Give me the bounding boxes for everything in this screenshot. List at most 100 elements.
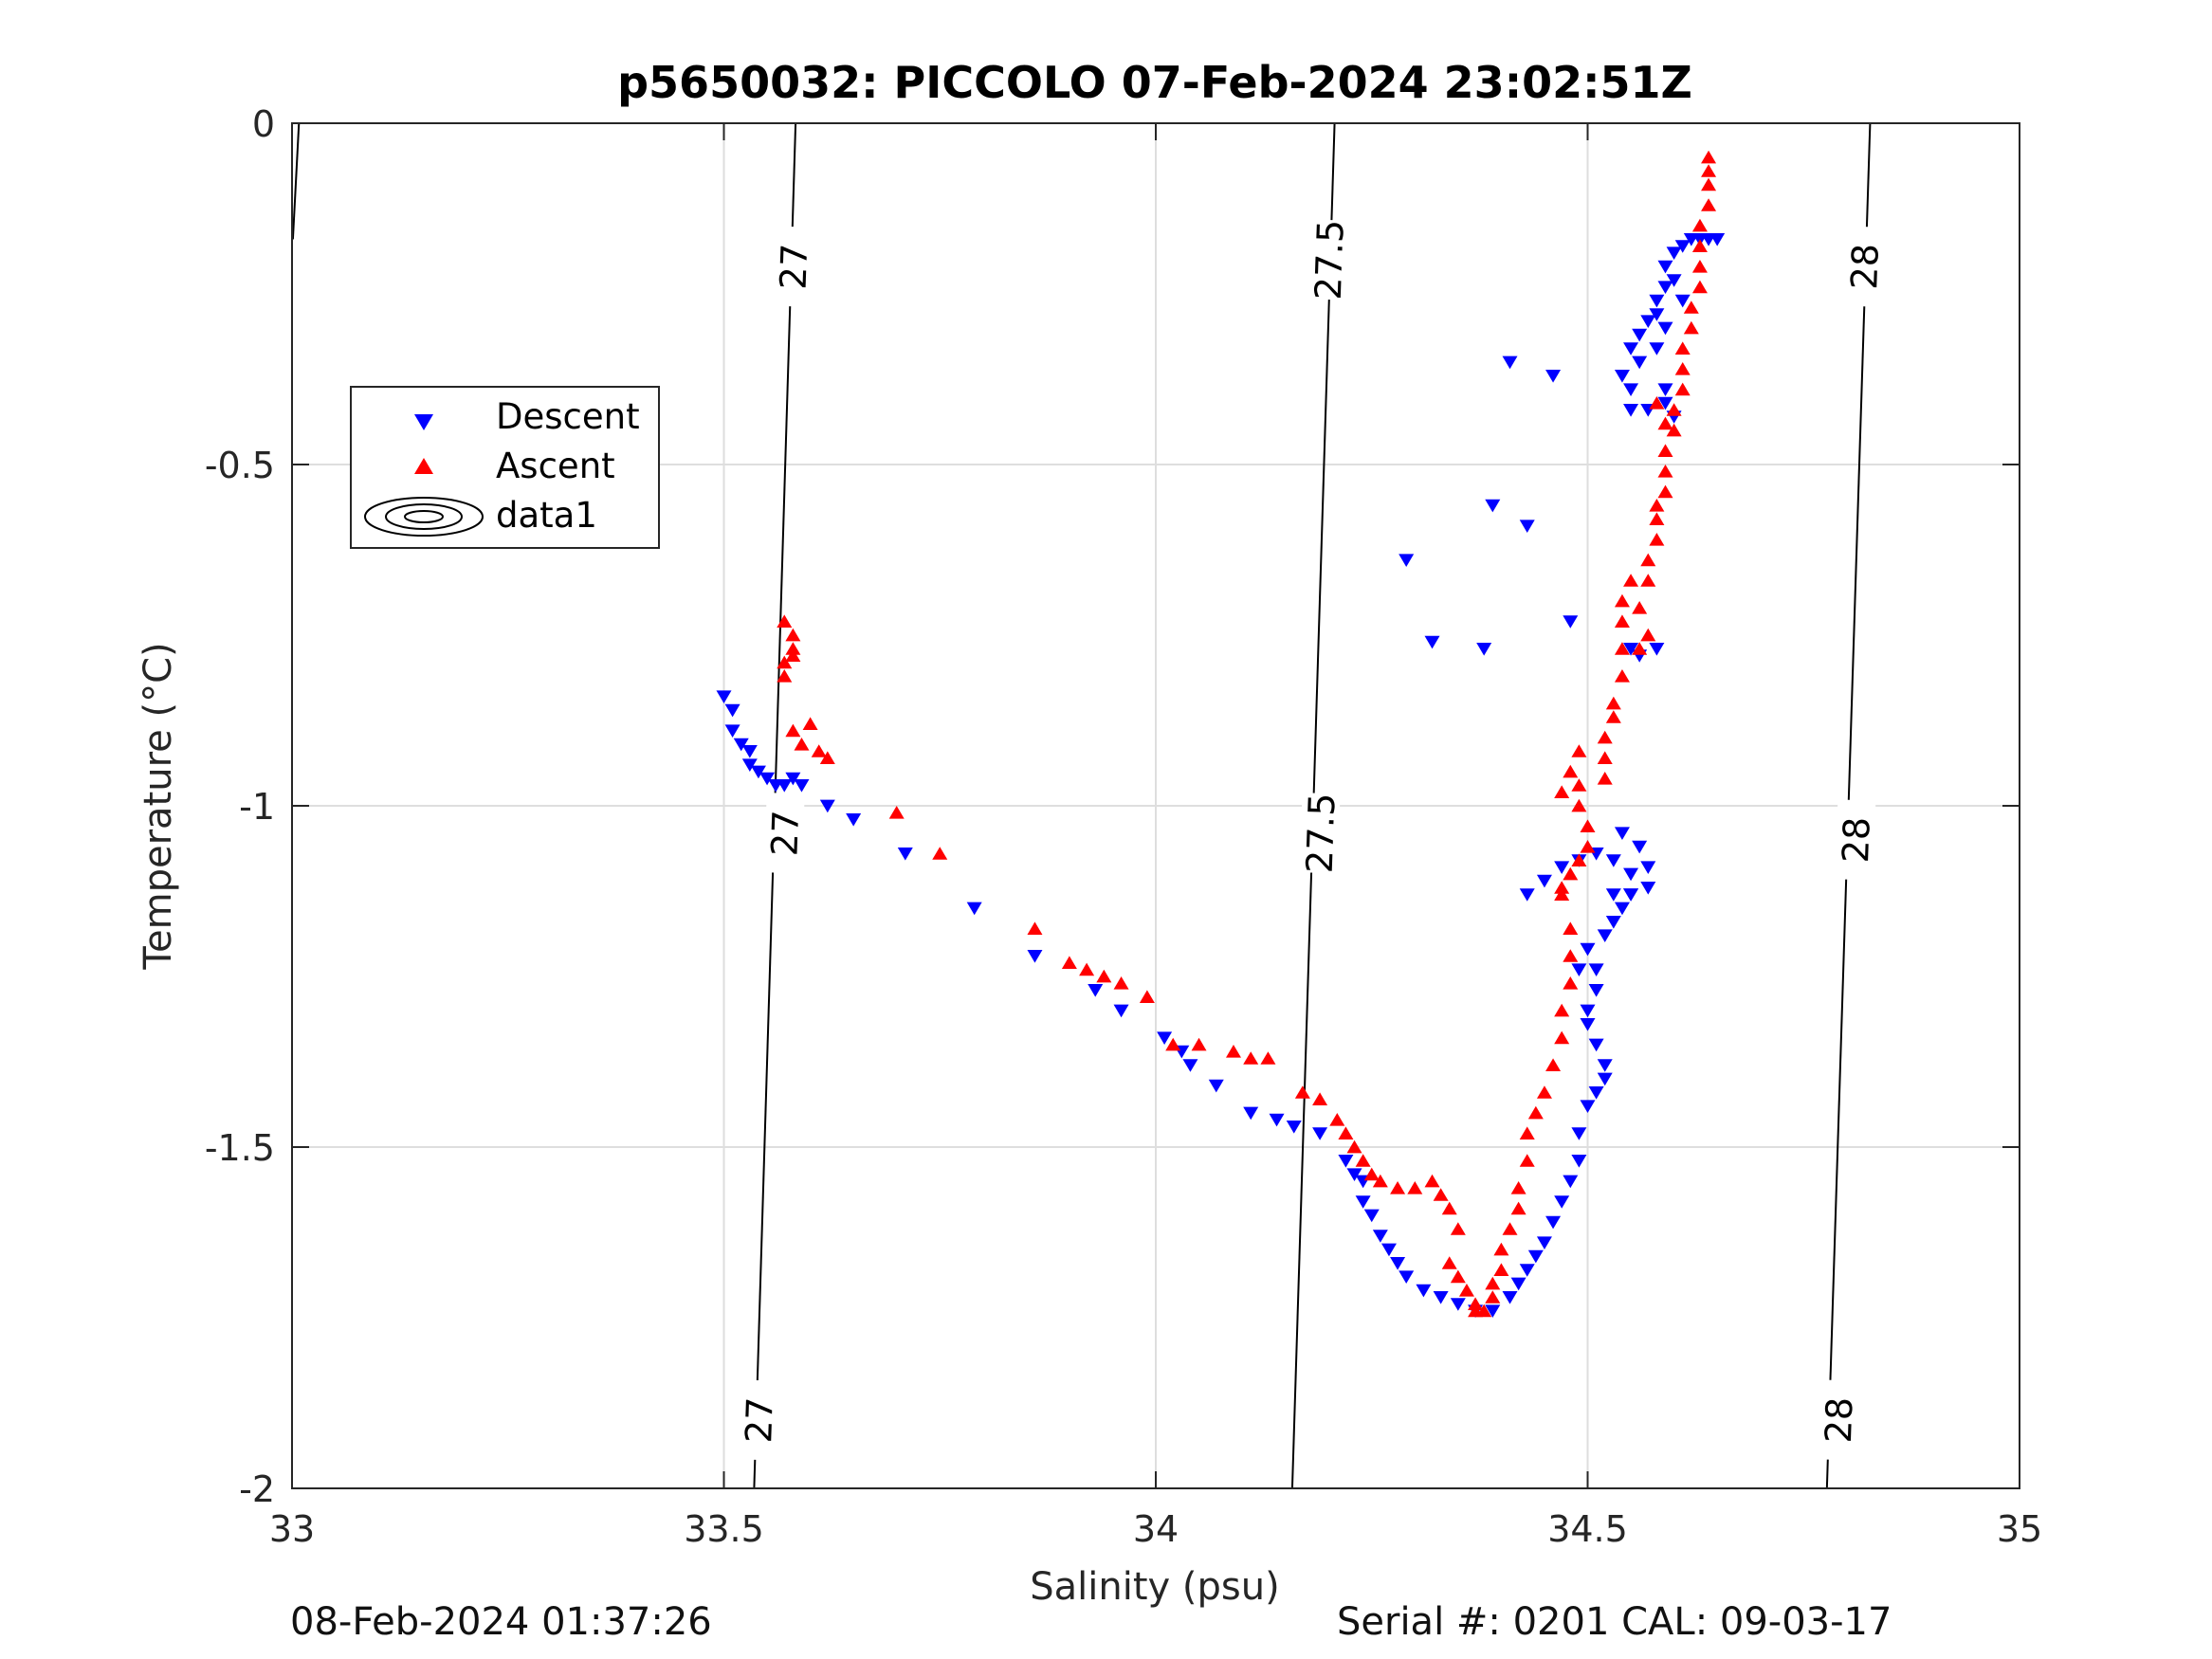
contour-label-text: 28 bbox=[1835, 816, 1878, 864]
ascent-marker bbox=[1649, 512, 1665, 525]
y-tick-label: 0 bbox=[252, 103, 275, 145]
ascent-marker bbox=[1225, 1045, 1241, 1058]
descent-marker bbox=[1597, 1059, 1613, 1072]
descent-marker bbox=[1657, 383, 1673, 396]
contour-label-background bbox=[1299, 793, 1341, 874]
descent-marker bbox=[819, 799, 835, 813]
x-tick-label: 34.5 bbox=[1547, 1508, 1628, 1550]
descent-marker bbox=[1614, 902, 1630, 916]
descent-marker bbox=[1657, 260, 1673, 274]
legend-descent-label: Descent bbox=[496, 396, 640, 437]
ascent-marker bbox=[1571, 744, 1587, 757]
descent-marker bbox=[1554, 1195, 1570, 1209]
descent-marker bbox=[1502, 356, 1518, 370]
descent-marker bbox=[1605, 854, 1621, 867]
ascent-marker bbox=[1450, 1269, 1466, 1284]
contour-label: 27.5 bbox=[1299, 793, 1344, 874]
ascent-marker bbox=[1485, 1276, 1501, 1290]
descent-marker bbox=[1208, 1079, 1224, 1093]
descent-marker bbox=[1614, 827, 1630, 840]
ascent-marker bbox=[1390, 1181, 1406, 1194]
ascent-marker bbox=[1554, 881, 1570, 894]
ascent-marker bbox=[777, 614, 793, 628]
descent-marker bbox=[1563, 1175, 1579, 1189]
ascent-marker bbox=[1519, 1154, 1535, 1167]
descent-marker bbox=[1640, 861, 1656, 874]
descent-marker bbox=[1657, 321, 1673, 336]
ascent-marker bbox=[1243, 1051, 1259, 1065]
descent-marker bbox=[1580, 1100, 1596, 1113]
ascent-marker bbox=[1079, 962, 1095, 976]
descent-marker bbox=[1346, 1168, 1362, 1181]
descent-marker bbox=[1372, 1230, 1388, 1243]
descent-marker bbox=[1380, 1243, 1397, 1257]
y-tick-label: -2 bbox=[239, 1468, 275, 1510]
ascent-marker bbox=[802, 717, 818, 730]
descent-marker bbox=[1623, 867, 1639, 882]
ascent-marker bbox=[1614, 614, 1630, 628]
ascent-marker bbox=[1614, 642, 1630, 655]
descent-marker bbox=[1286, 1121, 1302, 1134]
descent-marker bbox=[966, 902, 982, 916]
contour-label-background bbox=[772, 226, 814, 307]
ascent-marker bbox=[1597, 751, 1613, 764]
contour-label: 27 bbox=[772, 226, 816, 307]
ascent-marker bbox=[777, 669, 793, 683]
descent-marker bbox=[1580, 1018, 1596, 1031]
descent-marker bbox=[1398, 1270, 1415, 1284]
ascent-marker bbox=[1674, 382, 1691, 396]
ascent-marker bbox=[794, 738, 810, 751]
ascent-marker bbox=[1563, 949, 1579, 962]
descent-marker bbox=[1519, 520, 1535, 533]
ascent-marker bbox=[1554, 887, 1570, 901]
ascent-marker bbox=[1363, 1167, 1380, 1181]
descent-marker bbox=[1605, 888, 1621, 902]
ascent-marker bbox=[1605, 696, 1621, 710]
legend: Descent Ascent data1 bbox=[350, 386, 660, 549]
contour-label: 28 bbox=[1843, 226, 1887, 307]
ascent-marker bbox=[1640, 553, 1656, 567]
ascent-marker bbox=[1563, 866, 1579, 881]
legend-descent-marker bbox=[414, 414, 433, 430]
ascent-marker bbox=[1563, 764, 1579, 778]
ascent-marker bbox=[1312, 1092, 1328, 1105]
ascent-marker bbox=[1683, 301, 1699, 314]
ascent-marker bbox=[1493, 1242, 1509, 1256]
descent-marker bbox=[1588, 1038, 1604, 1052]
descent-marker bbox=[1398, 554, 1415, 567]
descent-marker bbox=[1649, 342, 1665, 356]
descent-marker bbox=[1649, 294, 1665, 308]
ascent-marker bbox=[1666, 403, 1682, 416]
ascent-marker bbox=[1580, 840, 1596, 853]
ascent-marker bbox=[1165, 1037, 1181, 1051]
ascent-marker bbox=[1554, 1003, 1570, 1017]
descent-marker bbox=[1640, 882, 1656, 895]
ascent-marker bbox=[1597, 730, 1613, 744]
ascent-marker bbox=[1563, 976, 1579, 990]
descent-marker bbox=[1476, 643, 1492, 656]
ascent-marker bbox=[1571, 798, 1587, 812]
descent-marker bbox=[1416, 1284, 1432, 1298]
ascent-marker bbox=[1458, 1284, 1474, 1297]
ascent-marker bbox=[1701, 177, 1717, 191]
descent-marker bbox=[724, 724, 740, 738]
ascent-marker bbox=[785, 642, 801, 655]
contour-label-text: 27 bbox=[773, 243, 816, 290]
descent-marker bbox=[1623, 383, 1639, 396]
ascent-marker bbox=[1027, 921, 1043, 935]
descent-marker bbox=[1450, 1298, 1466, 1311]
contour-label-background bbox=[1843, 226, 1885, 307]
x-tick-label: 33 bbox=[269, 1508, 315, 1550]
descent-marker bbox=[1649, 308, 1665, 321]
descent-marker bbox=[1519, 1264, 1535, 1277]
ascent-marker bbox=[1701, 198, 1717, 211]
contour-label-background bbox=[738, 1379, 779, 1461]
descent-marker bbox=[1563, 615, 1579, 629]
ascent-marker bbox=[1355, 1154, 1371, 1167]
ascent-marker bbox=[1493, 1263, 1509, 1276]
contour-label-text: 28 bbox=[1843, 243, 1887, 290]
ascent-marker bbox=[1441, 1256, 1457, 1269]
descent-marker bbox=[1588, 984, 1604, 997]
ascent-marker bbox=[785, 628, 801, 642]
ascent-marker bbox=[1614, 593, 1630, 608]
